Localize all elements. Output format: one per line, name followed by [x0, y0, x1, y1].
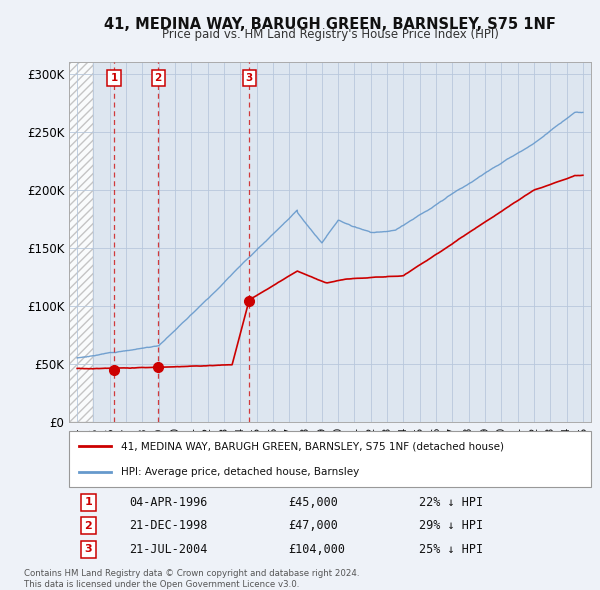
FancyBboxPatch shape: [69, 431, 591, 487]
Text: 2: 2: [155, 73, 162, 83]
Text: £47,000: £47,000: [288, 519, 338, 532]
Text: HPI: Average price, detached house, Barnsley: HPI: Average price, detached house, Barn…: [121, 467, 359, 477]
Text: 21-JUL-2004: 21-JUL-2004: [129, 543, 208, 556]
Text: 41, MEDINA WAY, BARUGH GREEN, BARNSLEY, S75 1NF: 41, MEDINA WAY, BARUGH GREEN, BARNSLEY, …: [104, 17, 556, 31]
Text: 1: 1: [85, 497, 92, 507]
Text: 3: 3: [245, 73, 253, 83]
Text: Contains HM Land Registry data © Crown copyright and database right 2024.
This d: Contains HM Land Registry data © Crown c…: [24, 569, 359, 589]
Text: 2: 2: [85, 521, 92, 531]
Text: £104,000: £104,000: [288, 543, 345, 556]
Text: 25% ↓ HPI: 25% ↓ HPI: [419, 543, 483, 556]
Text: 04-APR-1996: 04-APR-1996: [129, 496, 208, 509]
Text: 3: 3: [85, 545, 92, 555]
Text: 1: 1: [110, 73, 118, 83]
Text: Price paid vs. HM Land Registry's House Price Index (HPI): Price paid vs. HM Land Registry's House …: [161, 28, 499, 41]
Text: 41, MEDINA WAY, BARUGH GREEN, BARNSLEY, S75 1NF (detached house): 41, MEDINA WAY, BARUGH GREEN, BARNSLEY, …: [121, 441, 504, 451]
Text: 29% ↓ HPI: 29% ↓ HPI: [419, 519, 483, 532]
Text: £45,000: £45,000: [288, 496, 338, 509]
Text: 21-DEC-1998: 21-DEC-1998: [129, 519, 208, 532]
Text: 22% ↓ HPI: 22% ↓ HPI: [419, 496, 483, 509]
